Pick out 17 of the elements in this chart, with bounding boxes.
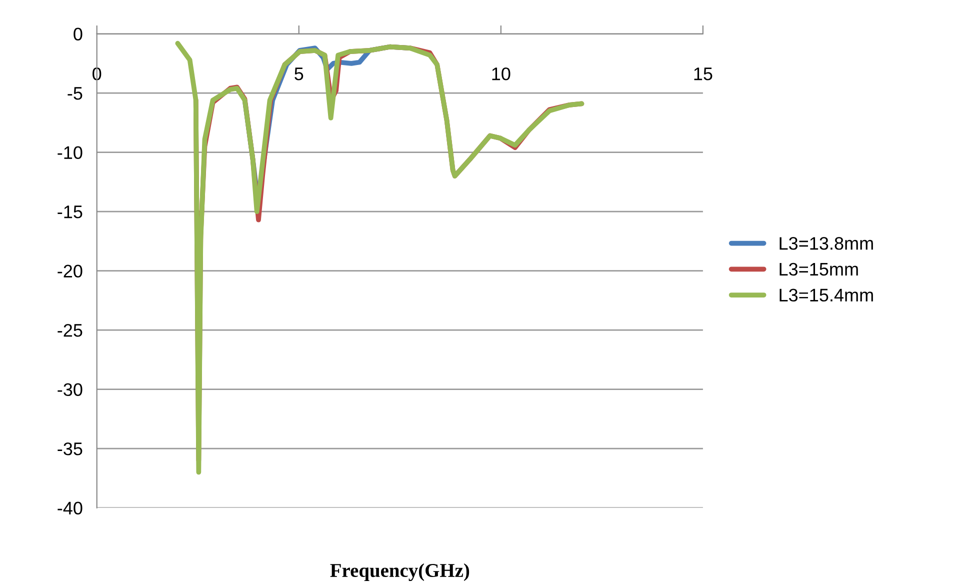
y-tick-label: -20 (58, 264, 82, 278)
y-tick-label: -5 (68, 87, 82, 100)
x-axis-title: Frequency(GHz) (330, 563, 470, 582)
x-tick-label: 5 (294, 68, 304, 80)
y-tick-label: -35 (58, 442, 82, 456)
x-tick-label: 10 (492, 67, 510, 80)
y-tick-label: -25 (58, 324, 82, 337)
x-tick-label: 15 (694, 68, 712, 80)
legend-label: L3=15.4mm (780, 288, 873, 302)
y-tick-label: -30 (58, 383, 82, 396)
legend-label: L3=15mm (780, 262, 858, 276)
x-tick-label: 0 (92, 67, 102, 80)
y-tick-label: -10 (58, 146, 82, 160)
y-tick-label: -40 (58, 502, 82, 515)
legend-label: L3=13.8mm (780, 237, 873, 250)
y-tick-label: 0 (74, 28, 82, 41)
y-tick-label: -15 (58, 206, 82, 218)
